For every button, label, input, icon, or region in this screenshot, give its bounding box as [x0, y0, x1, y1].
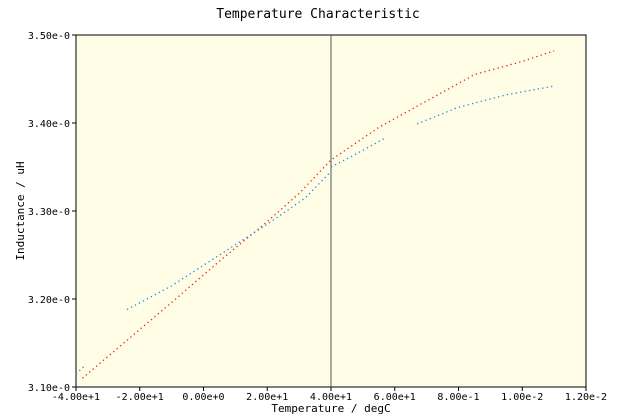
x-axis-label: Temperature / degC: [271, 402, 390, 415]
x-tick-label: 1.00e-2: [501, 392, 543, 403]
x-tick-label: -2.00e+1: [116, 392, 164, 403]
y-tick-label: 3.40e-0: [28, 119, 70, 130]
series-2-line: [126, 170, 332, 311]
x-tick-label: 8.00e-1: [437, 392, 479, 403]
x-axis-ticks: -4.00e+1 -2.00e+1 0.00e+0 2.00e+1 4.00e+1 6.0…: [52, 387, 607, 403]
y-tick-label: 3.50e-0: [28, 31, 70, 42]
series-2-line: [330, 137, 386, 168]
x-tick-label: 0.00e+0: [182, 392, 224, 403]
series-group: [75, 50, 555, 379]
x-tick-label: 2.00e+1: [246, 392, 288, 403]
y-tick-label: 3.20e-0: [28, 295, 70, 306]
x-tick-label: 1.20e-2: [565, 392, 607, 403]
x-tick-label: 4.00e+1: [310, 392, 352, 403]
y-tick-label: 3.10e-0: [28, 383, 70, 394]
chart-title: Temperature Characteristic: [216, 7, 420, 22]
x-tick-label: -4.00e+1: [52, 392, 100, 403]
y-axis-label: Inductance / uH: [14, 161, 27, 260]
y-axis-ticks: 3.10e-0 3.20e-0 3.30e-0 3.40e-0 3.50e-0: [28, 31, 76, 394]
x-tick-label: 6.00e+1: [374, 392, 416, 403]
y-tick-label: 3.30e-0: [28, 207, 70, 218]
